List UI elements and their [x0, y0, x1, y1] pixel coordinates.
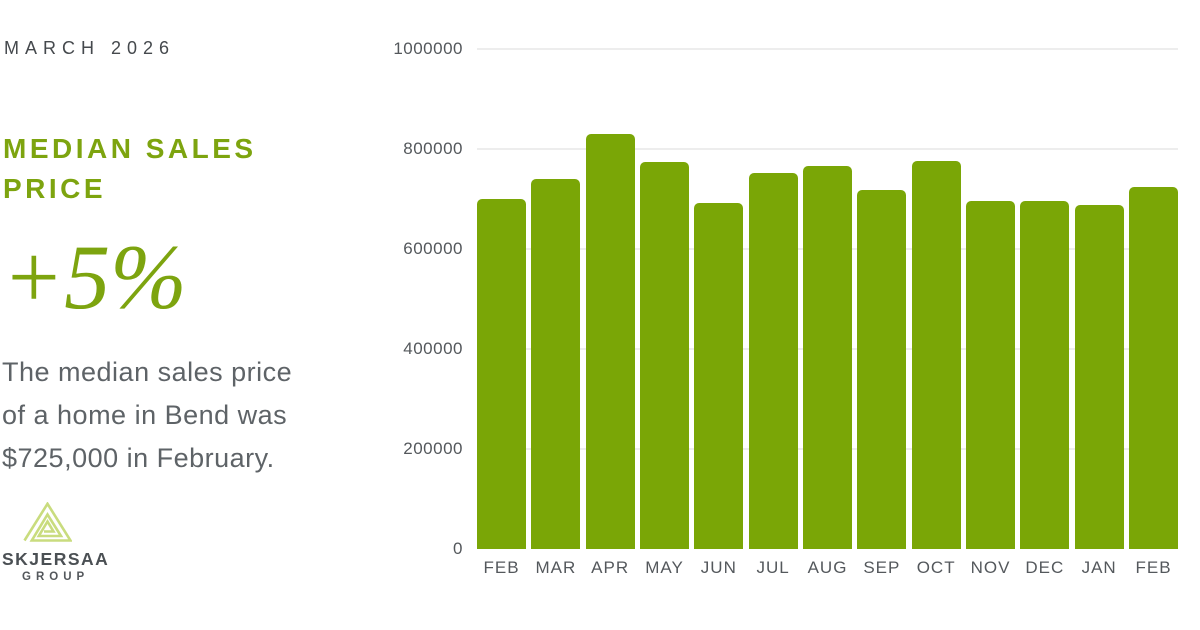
bar-may-3	[640, 161, 689, 549]
triangle-spiral-icon	[23, 502, 72, 542]
triangle-spiral-path	[23, 502, 72, 542]
bar-jan-11	[1074, 205, 1124, 549]
x-axis-label: SEP	[863, 558, 901, 577]
report-date: MARCH 2026	[4, 38, 176, 58]
bar-feb-0	[477, 199, 526, 549]
y-axis-label: 200000	[403, 439, 463, 458]
bar-oct-8	[911, 160, 961, 549]
logo-name: SKJERSAA	[2, 549, 110, 569]
x-axis-label: MAR	[535, 558, 577, 577]
gridline	[477, 148, 1178, 150]
bar-dec-10	[1020, 201, 1070, 549]
stat-description: The median sales price of a home in Bend…	[2, 357, 293, 473]
y-axis-label: 0	[453, 539, 463, 558]
x-axis-label: JUN	[700, 558, 737, 577]
x-axis-label: MAY	[645, 558, 684, 577]
y-axis-label: 1000000	[393, 39, 463, 58]
bar-mar-1	[531, 179, 581, 549]
gridline	[477, 48, 1178, 50]
x-axis-label: FEB	[1135, 558, 1172, 577]
y-axis-label: 600000	[403, 239, 463, 258]
bar-aug-6	[803, 165, 852, 549]
stat-change-percent: +5%	[2, 226, 187, 328]
x-axis-label: NOV	[970, 558, 1011, 577]
x-axis-label: JAN	[1081, 558, 1117, 577]
x-axis-label: APR	[591, 558, 630, 577]
y-axis-label: 800000	[403, 139, 463, 158]
x-axis-label: AUG	[807, 558, 848, 577]
bar-nov-9	[966, 200, 1015, 549]
stat-title: MEDIAN SALES PRICE	[3, 133, 257, 204]
bar-jun-4	[694, 202, 744, 549]
bar-sep-7	[857, 190, 907, 549]
logo-subtitle: GROUP	[22, 571, 90, 583]
x-axis-label: OCT	[916, 558, 956, 577]
y-axis-label: 400000	[403, 339, 463, 358]
bar-jul-5	[748, 172, 798, 549]
x-axis-label: FEB	[483, 558, 520, 577]
bar-feb-12	[1129, 186, 1178, 549]
x-axis-label: JUL	[756, 558, 790, 577]
x-axis-label: DEC	[1025, 558, 1065, 577]
bar-apr-2	[585, 134, 635, 549]
